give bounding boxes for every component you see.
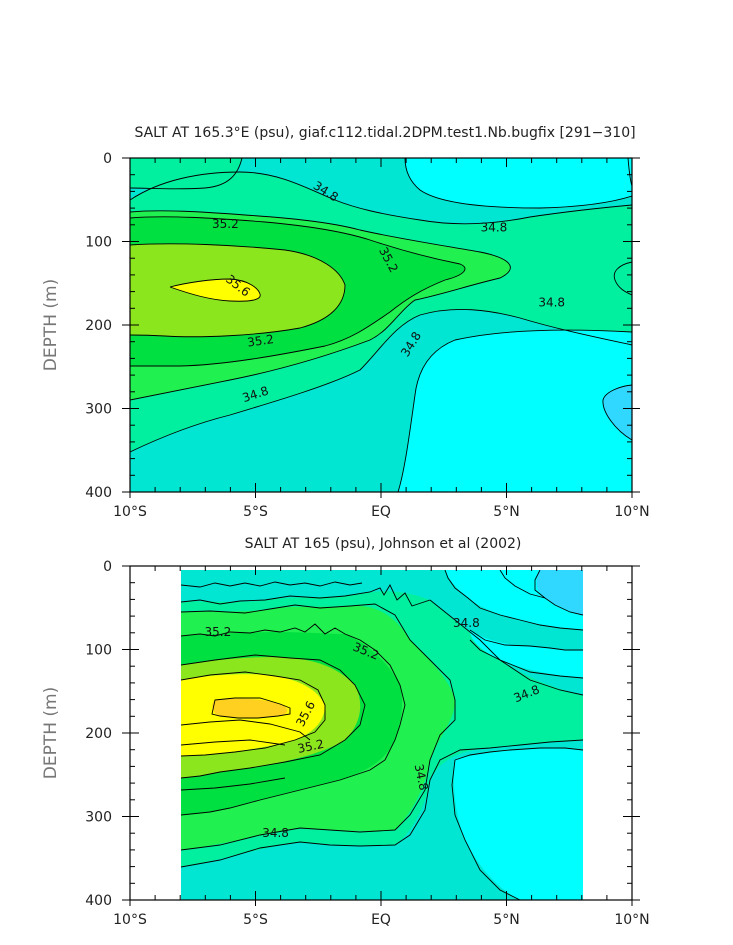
contour-label: 35.2 <box>296 737 325 756</box>
y-tick-label: 300 <box>85 810 112 826</box>
x-tick-label: 10°S <box>113 504 147 520</box>
y-tick-label: 300 <box>85 402 112 418</box>
band-lt-34-6-upper-right <box>405 158 632 208</box>
contour-label: 35.2 <box>204 625 231 639</box>
contour-label-text: 34.8 <box>538 295 565 309</box>
salinity-field <box>181 570 583 900</box>
y-tick-label: 0 <box>103 151 112 167</box>
band-lt-34-6-upper-mid <box>500 570 545 598</box>
band-lt-34-6-lower-right <box>453 748 583 900</box>
band-lt-34-6-lower-right <box>398 330 632 492</box>
y-axis-label: DEPTH (m) <box>41 279 61 371</box>
contour-label: 34.8 <box>538 295 565 309</box>
band-hot-core <box>212 698 288 718</box>
x-tick-label: 10°N <box>614 912 649 928</box>
y-tick-label: 100 <box>85 235 112 251</box>
y-tick-label: 0 <box>103 559 112 575</box>
contour-label-text: 35.2 <box>212 217 239 231</box>
contour-label-text: 35.2 <box>204 625 231 639</box>
panel-title: SALT AT 165.3°E (psu), giaf.c112.tidal.2… <box>134 125 635 141</box>
x-tick-label: 5°S <box>243 504 268 520</box>
contour-label: 35.2 <box>246 332 274 350</box>
contour-label: 34.8 <box>262 826 289 840</box>
contour-label-text: 34.8 <box>453 616 480 630</box>
y-tick-label: 100 <box>85 643 112 659</box>
contour-lines <box>181 570 583 900</box>
contour-label-text: 35.2 <box>296 737 325 756</box>
x-tick-label: EQ <box>371 504 391 520</box>
band-fresh-pocket <box>536 570 583 615</box>
x-tick-label: 5°N <box>493 912 519 928</box>
contour-label-text: 34.8 <box>262 826 289 840</box>
contour-label: 34.8 <box>412 763 431 792</box>
x-tick-label: 5°N <box>493 504 519 520</box>
x-tick-label: 10°N <box>614 504 649 520</box>
x-tick-label: 5°S <box>243 912 268 928</box>
salinity-field <box>130 158 632 492</box>
axes: 10°S 5°S EQ 5°N 10°N 0 100 200 300 400 <box>85 559 649 928</box>
band-34-6-34-8-upper-left <box>130 158 242 189</box>
band-34-8-35-0-right-edge <box>614 262 632 295</box>
contour-lines <box>130 158 632 492</box>
y-tick-label: 400 <box>85 893 112 909</box>
contour-label-text: 34.8 <box>412 763 431 792</box>
contour-label: 34.8 <box>453 616 480 630</box>
y-axis-label: DEPTH (m) <box>41 687 61 779</box>
observed-salinity-panel: SALT AT 165 (psu), Johnson et al (2002) <box>41 536 650 928</box>
x-tick-label: 10°S <box>113 912 147 928</box>
band-lt-34-6-pocket <box>602 385 632 440</box>
contour-label-text: 35.2 <box>246 332 274 350</box>
contour-label-text: 34.8 <box>481 220 508 234</box>
axes: 10°S 5°S EQ 5°N 10°N 0 100 200 300 400 <box>85 151 649 520</box>
contour-label: 34.8 <box>481 220 508 234</box>
panel-title: SALT AT 165 (psu), Johnson et al (2002) <box>245 536 522 552</box>
y-tick-label: 200 <box>85 726 112 742</box>
contour-label: 35.2 <box>212 217 239 231</box>
y-tick-label: 200 <box>85 318 112 334</box>
y-tick-label: 400 <box>85 485 112 501</box>
model-salinity-panel: SALT AT 165.3°E (psu), giaf.c112.tidal.2… <box>41 125 650 520</box>
x-tick-label: EQ <box>371 912 391 928</box>
band-lt-34-6-right <box>470 630 583 678</box>
band-gt-35-6 <box>170 279 261 302</box>
